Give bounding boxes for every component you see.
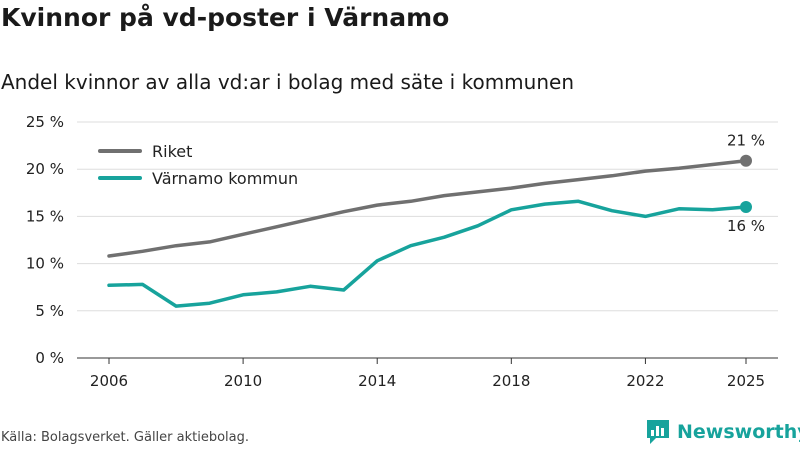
x-tick-label: 2022 bbox=[626, 372, 664, 390]
y-tick-label: 15 % bbox=[26, 207, 64, 225]
y-tick-label: 5 % bbox=[35, 302, 64, 320]
series-end-point bbox=[740, 200, 752, 213]
data-label: 16 % bbox=[727, 217, 765, 235]
chart-title: Kvinnor på vd-poster i Värnamo bbox=[1, 3, 450, 32]
y-tick-label: 25 % bbox=[26, 113, 64, 131]
newsworthy-logo-icon bbox=[647, 420, 669, 444]
y-tick-label: 0 % bbox=[35, 349, 64, 367]
legend-label: Värnamo kommun bbox=[152, 169, 298, 188]
x-tick-label: 2006 bbox=[90, 372, 128, 390]
legend-label: Riket bbox=[152, 142, 192, 161]
chart-subtitle: Andel kvinnor av alla vd:ar i bolag med … bbox=[1, 70, 574, 94]
x-tick-label: 2014 bbox=[358, 372, 396, 390]
source-note: Källa: Bolagsverket. Gäller aktiebolag. bbox=[1, 430, 250, 445]
series-line-varnamo bbox=[107, 199, 748, 308]
series-end-point bbox=[740, 154, 752, 167]
x-tick-label: 2010 bbox=[224, 372, 262, 390]
x-tick-label: 2018 bbox=[492, 372, 530, 390]
y-tick-label: 20 % bbox=[26, 160, 64, 178]
brand-logo: Newsworthy bbox=[644, 418, 800, 446]
series-line-riket bbox=[107, 158, 748, 258]
y-tick-label: 10 % bbox=[26, 255, 64, 273]
data-label: 21 % bbox=[727, 132, 765, 150]
x-tick-label: 2025 bbox=[727, 372, 765, 390]
brand-name: Newsworthy bbox=[677, 421, 800, 443]
